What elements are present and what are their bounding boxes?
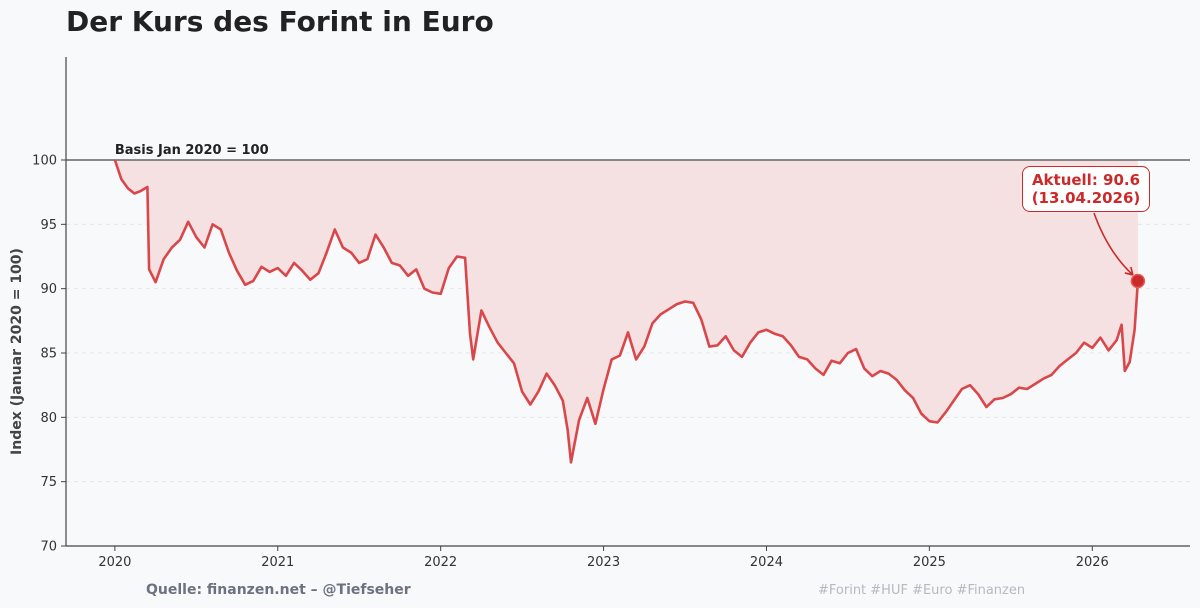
y-tick-label-80: 80 [40, 411, 57, 426]
callout-line-2: (13.04.2026) [1031, 189, 1141, 207]
axes-layer [65, 57, 1190, 547]
current-point-marker [1130, 273, 1146, 289]
x-tick-label-2025: 2025 [913, 555, 946, 570]
y-tick-label-90: 90 [40, 282, 57, 297]
baseline-label: Basis Jan 2020 = 100 [115, 143, 269, 158]
y-tick-label-75: 75 [40, 475, 57, 490]
x-tick-label-2026: 2026 [1076, 555, 1109, 570]
tick-layer: 70 75 80 85 90 95 100 2020 2021 2022 2023 2024 2025 2… [32, 154, 1109, 571]
source-note: Quelle: finanzen.net – @Tiefseher [146, 582, 411, 598]
callout-line-1: Aktuell: 90.6 [1031, 171, 1141, 189]
series-line [113, 159, 1140, 464]
y-axis-label: Index (Januar 2020 = 100) [9, 248, 25, 455]
area-fill [114, 160, 1138, 463]
y-tick-label-95: 95 [40, 218, 57, 233]
hashtags: #Forint #HUF #Euro #Finanzen [818, 583, 1026, 598]
y-tick-label-100: 100 [32, 154, 57, 169]
current-value-callout: Aktuell: 90.6 (13.04.2026) [1022, 166, 1150, 212]
x-tick-label-2020: 2020 [98, 555, 131, 570]
y-tick-label-70: 70 [40, 540, 57, 555]
y-tick-label-85: 85 [40, 347, 57, 362]
x-tick-label-2022: 2022 [424, 555, 457, 570]
x-tick-label-2021: 2021 [261, 555, 294, 570]
callout-arrow [1093, 212, 1134, 276]
chart-title: Der Kurs des Forint in Euro [66, 5, 494, 38]
x-tick-label-2023: 2023 [587, 555, 620, 570]
x-tick-label-2024: 2024 [750, 555, 783, 570]
